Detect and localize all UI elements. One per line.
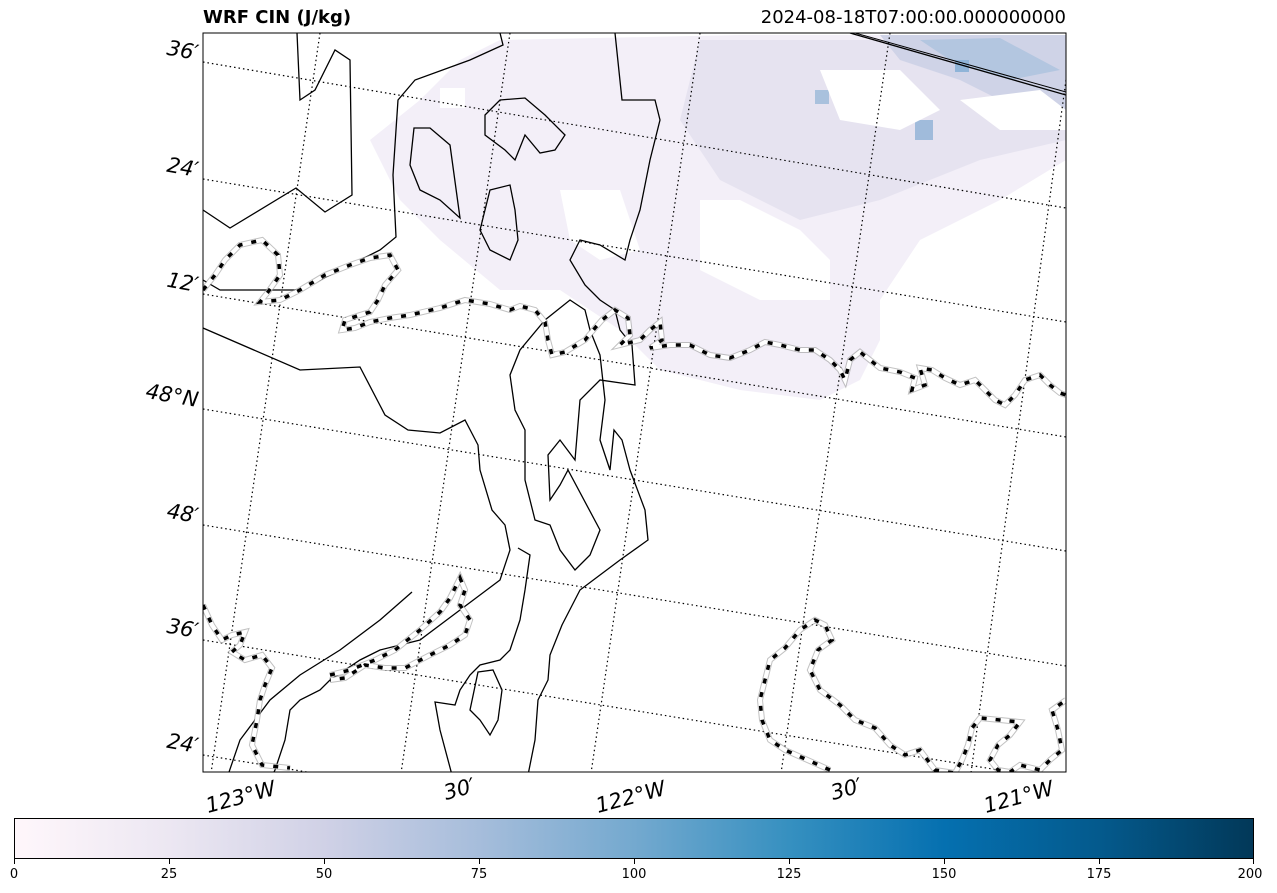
lat-label: 48′	[165, 499, 200, 528]
colorbar-tick	[169, 859, 170, 864]
boundaries	[203, 236, 1066, 772]
colorbar-tick-label: 50	[315, 867, 333, 882]
colorbar-tick	[1099, 859, 1100, 864]
map-timestamp: 2024-08-18T07:00:00.000000000	[760, 7, 1066, 28]
colorbar-tick-label: 150	[931, 867, 957, 882]
graticule	[203, 33, 1066, 772]
colorbar	[14, 818, 1254, 859]
lat-label: 12′	[165, 268, 200, 297]
colorbar-gradient	[14, 818, 1254, 859]
colorbar-tick	[479, 859, 480, 864]
lon-label: 123°W	[203, 776, 279, 818]
colorbar-tick-label: 175	[1086, 867, 1112, 882]
lat-label: 36′	[165, 614, 200, 643]
colorbar-tick	[634, 859, 635, 864]
lat-label: 36′	[165, 36, 200, 65]
colorbar-tick	[789, 859, 790, 864]
plot-frame	[202, 32, 1067, 773]
colorbar-tick	[1253, 859, 1254, 864]
lat-labels: 36′ 24′ 12′ 48°N 48′ 36′ 24′	[144, 36, 201, 758]
colorbar-tick-label: 25	[160, 867, 178, 882]
map-title: WRF CIN (J/kg)	[203, 7, 352, 28]
lat-label: 24′	[165, 729, 200, 758]
cin-shading	[370, 35, 1066, 400]
colorbar-tick-label: 100	[621, 867, 647, 882]
coastlines	[203, 33, 1066, 772]
lon-label: 121°W	[981, 776, 1057, 818]
lon-label: 30′	[441, 773, 478, 804]
lon-label: 122°W	[593, 776, 669, 818]
lat-label: 24′	[165, 153, 200, 182]
lat-label: 48°N	[144, 379, 201, 412]
colorbar-tick-label: 75	[470, 867, 488, 882]
colorbar-tick	[14, 859, 15, 864]
map-plot-area	[203, 33, 1066, 772]
colorbar-tick-label: 125	[776, 867, 802, 882]
colorbar-tick-label: 0	[9, 867, 19, 882]
colorbar-tick-label: 200	[1237, 867, 1263, 882]
colorbar-tick	[324, 859, 325, 864]
lon-label: 30′	[828, 773, 865, 804]
colorbar-tick	[944, 859, 945, 864]
lon-labels: 123°W 30′ 122°W 30′ 121°W	[203, 773, 1057, 817]
